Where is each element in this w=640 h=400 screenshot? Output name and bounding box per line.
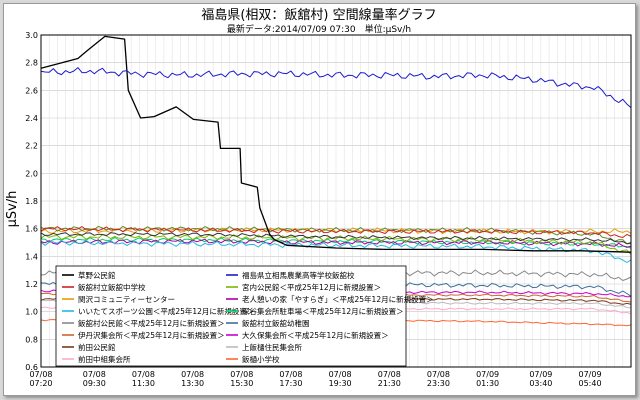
y-tick-label: 0.8 [25, 335, 38, 344]
series-line [40, 35, 632, 253]
legend-label: 老人憩いの家「やすらぎ」＜平成25年12月に新規設置＞ [242, 294, 434, 304]
y-tick-label: 0.6 [25, 363, 38, 372]
x-tick-date: 07/08 [279, 370, 302, 379]
plot-border [40, 34, 632, 368]
legend-label: 飯舘村立飯舘中学校 [78, 282, 146, 292]
y-tick-label: 1.2 [25, 280, 38, 289]
series-line [40, 226, 632, 238]
y-tick-label: 1.0 [25, 308, 38, 317]
legend-label: 宮内公民館＜平成25年12月に新規設置＞ [242, 282, 381, 292]
y-tick-label: 2.6 [25, 86, 38, 95]
x-tick-time: 13:30 [181, 379, 204, 388]
x-tick-time: 03:40 [529, 379, 552, 388]
x-tick-time: 19:30 [329, 379, 352, 388]
y-tick-label: 2.4 [25, 114, 38, 123]
x-tick-time: 05:40 [578, 379, 601, 388]
x-tick-time: 09:30 [83, 379, 106, 388]
series-line [40, 237, 632, 249]
x-tick-time: 01:30 [476, 379, 499, 388]
legend: 草野公民館飯舘村立飯舘中学校関沢コミュニティーセンターいいたてスポーツ公園＜平成… [55, 265, 434, 367]
legend-label: 飯舘村立飯舘幼稚園 [242, 318, 310, 328]
radiation-line-chart: 福島県(相双：飯舘村) 空間線量率グラフ 最新データ:2014/07/09 07… [5, 7, 632, 388]
y-tick-label: 1.8 [25, 197, 38, 206]
chart-title: 福島県(相双：飯舘村) 空間線量率グラフ [201, 7, 436, 23]
x-tick-date: 07/08 [132, 370, 155, 379]
series-line [40, 234, 632, 255]
x-tick-time: 15:30 [230, 379, 253, 388]
legend-label: 大久保集会所＜平成25年12月に新規設置＞ [242, 330, 389, 340]
series-line [40, 232, 632, 245]
series-line [40, 239, 632, 263]
y-tick-label: 3.0 [25, 31, 38, 40]
chart-frame: 福島県(相双：飯舘村) 空間線量率グラフ 最新データ:2014/07/09 07… [3, 3, 636, 396]
legend-label: 前田公民館 [78, 342, 116, 352]
x-tick-time: 23:30 [427, 379, 450, 388]
legend-label: 草野公民館 [78, 270, 116, 280]
legend-box [55, 265, 407, 367]
x-tick-time: 21:30 [378, 379, 401, 388]
y-tick-label: 2.8 [25, 59, 38, 68]
legend-label: 前田中組集会所 [78, 354, 131, 364]
axis-ticks: 0.6 0.8 1.0 1.2 1.4 1.6 1.8 2.0 2.2 2.4 2.6 2.8 3.0 0… [25, 31, 601, 388]
x-tick-date: 07/09 [476, 370, 499, 379]
x-tick-date: 07/08 [378, 370, 401, 379]
legend-label: 関沢コミュニティーセンター [78, 295, 175, 304]
legend-label: 上飯樋住民集会所 [242, 342, 302, 352]
legend-label: 伊丹沢集会所＜平成25年12月に新規設置＞ [78, 330, 225, 340]
chart-subtitle: 最新データ:2014/07/09 07:30 単位:μSv/h [227, 23, 411, 35]
x-tick-date: 07/08 [181, 370, 204, 379]
x-tick-date: 07/08 [427, 370, 450, 379]
y-tick-label: 2.0 [25, 169, 38, 178]
legend-label: 飯舘村公民館＜平成25年12月に新規設置＞ [78, 318, 225, 328]
series-line [40, 225, 632, 245]
x-tick-date: 07/08 [329, 370, 352, 379]
x-tick-date: 07/08 [83, 370, 106, 379]
legend-label: 飯樋小学校 [242, 354, 280, 364]
y-tick-label: 2.2 [25, 142, 38, 151]
y-tick-label: 1.4 [25, 252, 38, 261]
y-axis-label: μSv/h [5, 191, 20, 228]
x-tick-date: 07/09 [578, 370, 601, 379]
legend-label: 深谷集会所駐車場＜平成25年12月に新規設置＞ [242, 306, 404, 316]
legend-label: 福島県立相馬農業高等学校飯舘校 [242, 270, 355, 280]
x-tick-time: 11:30 [132, 379, 155, 388]
x-tick-date: 07/08 [230, 370, 253, 379]
x-tick-time: 07:20 [29, 379, 52, 388]
x-tick-time: 17:30 [279, 379, 302, 388]
x-tick-date: 07/09 [529, 370, 552, 379]
y-tick-label: 1.6 [25, 225, 38, 234]
series-line [40, 67, 632, 108]
legend-label: いいたてスポーツ公園＜平成25年12月に新規設置＞ [78, 306, 254, 316]
x-tick-date: 07/08 [29, 370, 52, 379]
